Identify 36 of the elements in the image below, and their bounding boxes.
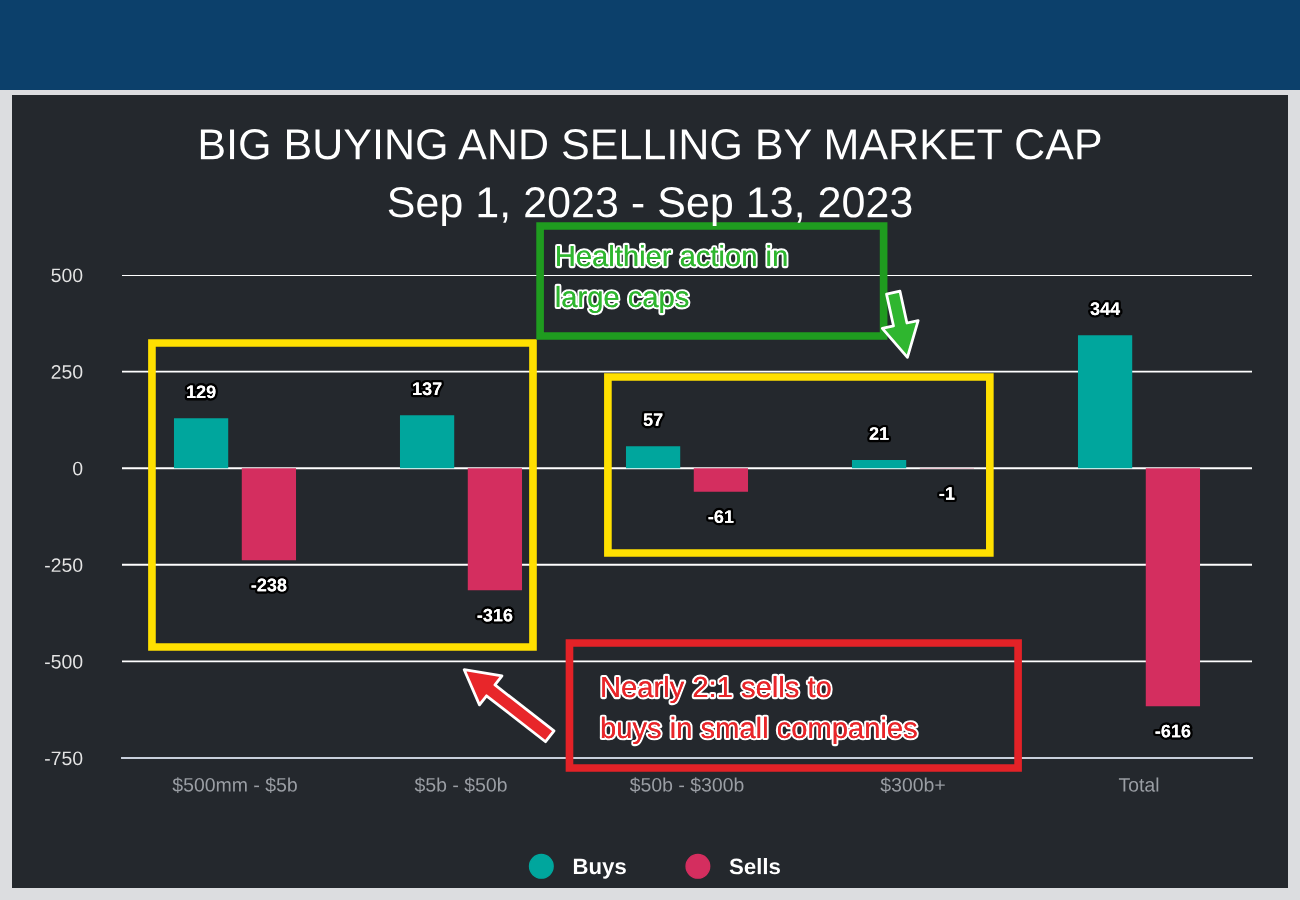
y-tick-label: 250 bbox=[51, 365, 83, 379]
bar bbox=[693, 468, 749, 492]
y-tick-label: 500 bbox=[51, 268, 83, 283]
data-label: 344 bbox=[1090, 302, 1121, 316]
y-tick-label: -750 bbox=[45, 751, 83, 766]
chart-title: BIG BUYING AND SELLING BY MARKET CAP bbox=[200, 129, 1101, 160]
data-label: -61 bbox=[708, 510, 734, 524]
x-tick-label: $50b - $300b bbox=[629, 777, 744, 793]
legend-label: Buys bbox=[573, 858, 626, 879]
bar bbox=[851, 460, 907, 469]
data-label: -1 bbox=[939, 487, 955, 500]
x-tick-label: $500mm - $5b bbox=[172, 777, 297, 793]
bar bbox=[241, 468, 297, 561]
bar bbox=[1077, 335, 1133, 469]
y-tick-label: -500 bbox=[45, 654, 83, 669]
data-label: -616 bbox=[1155, 724, 1191, 738]
data-label: 57 bbox=[643, 413, 663, 427]
annotation: Healthier action in large caps bbox=[556, 244, 787, 314]
x-tick-label: $5b - $50b bbox=[414, 777, 507, 793]
data-label: 137 bbox=[413, 382, 442, 396]
x-tick-label: Total bbox=[1118, 777, 1159, 792]
chart-subtitle: Sep 1, 2023 - Sep 13, 2023 bbox=[388, 187, 912, 227]
data-label: 21 bbox=[869, 427, 889, 440]
x-tick-label: $300b+ bbox=[880, 777, 945, 793]
bar bbox=[625, 446, 681, 469]
y-tick-label: 0 bbox=[73, 461, 83, 476]
data-label: 129 bbox=[187, 385, 216, 399]
legend-label: Sells bbox=[729, 858, 780, 875]
data-label: -316 bbox=[477, 608, 513, 622]
bar bbox=[173, 418, 229, 469]
data-label: -238 bbox=[251, 578, 287, 592]
annotation: Nearly 2:1 sells to buys in small companies bbox=[601, 675, 917, 745]
y-tick-label: -250 bbox=[45, 558, 83, 573]
bar bbox=[467, 468, 523, 591]
bar bbox=[399, 415, 455, 469]
bar bbox=[1145, 468, 1201, 707]
